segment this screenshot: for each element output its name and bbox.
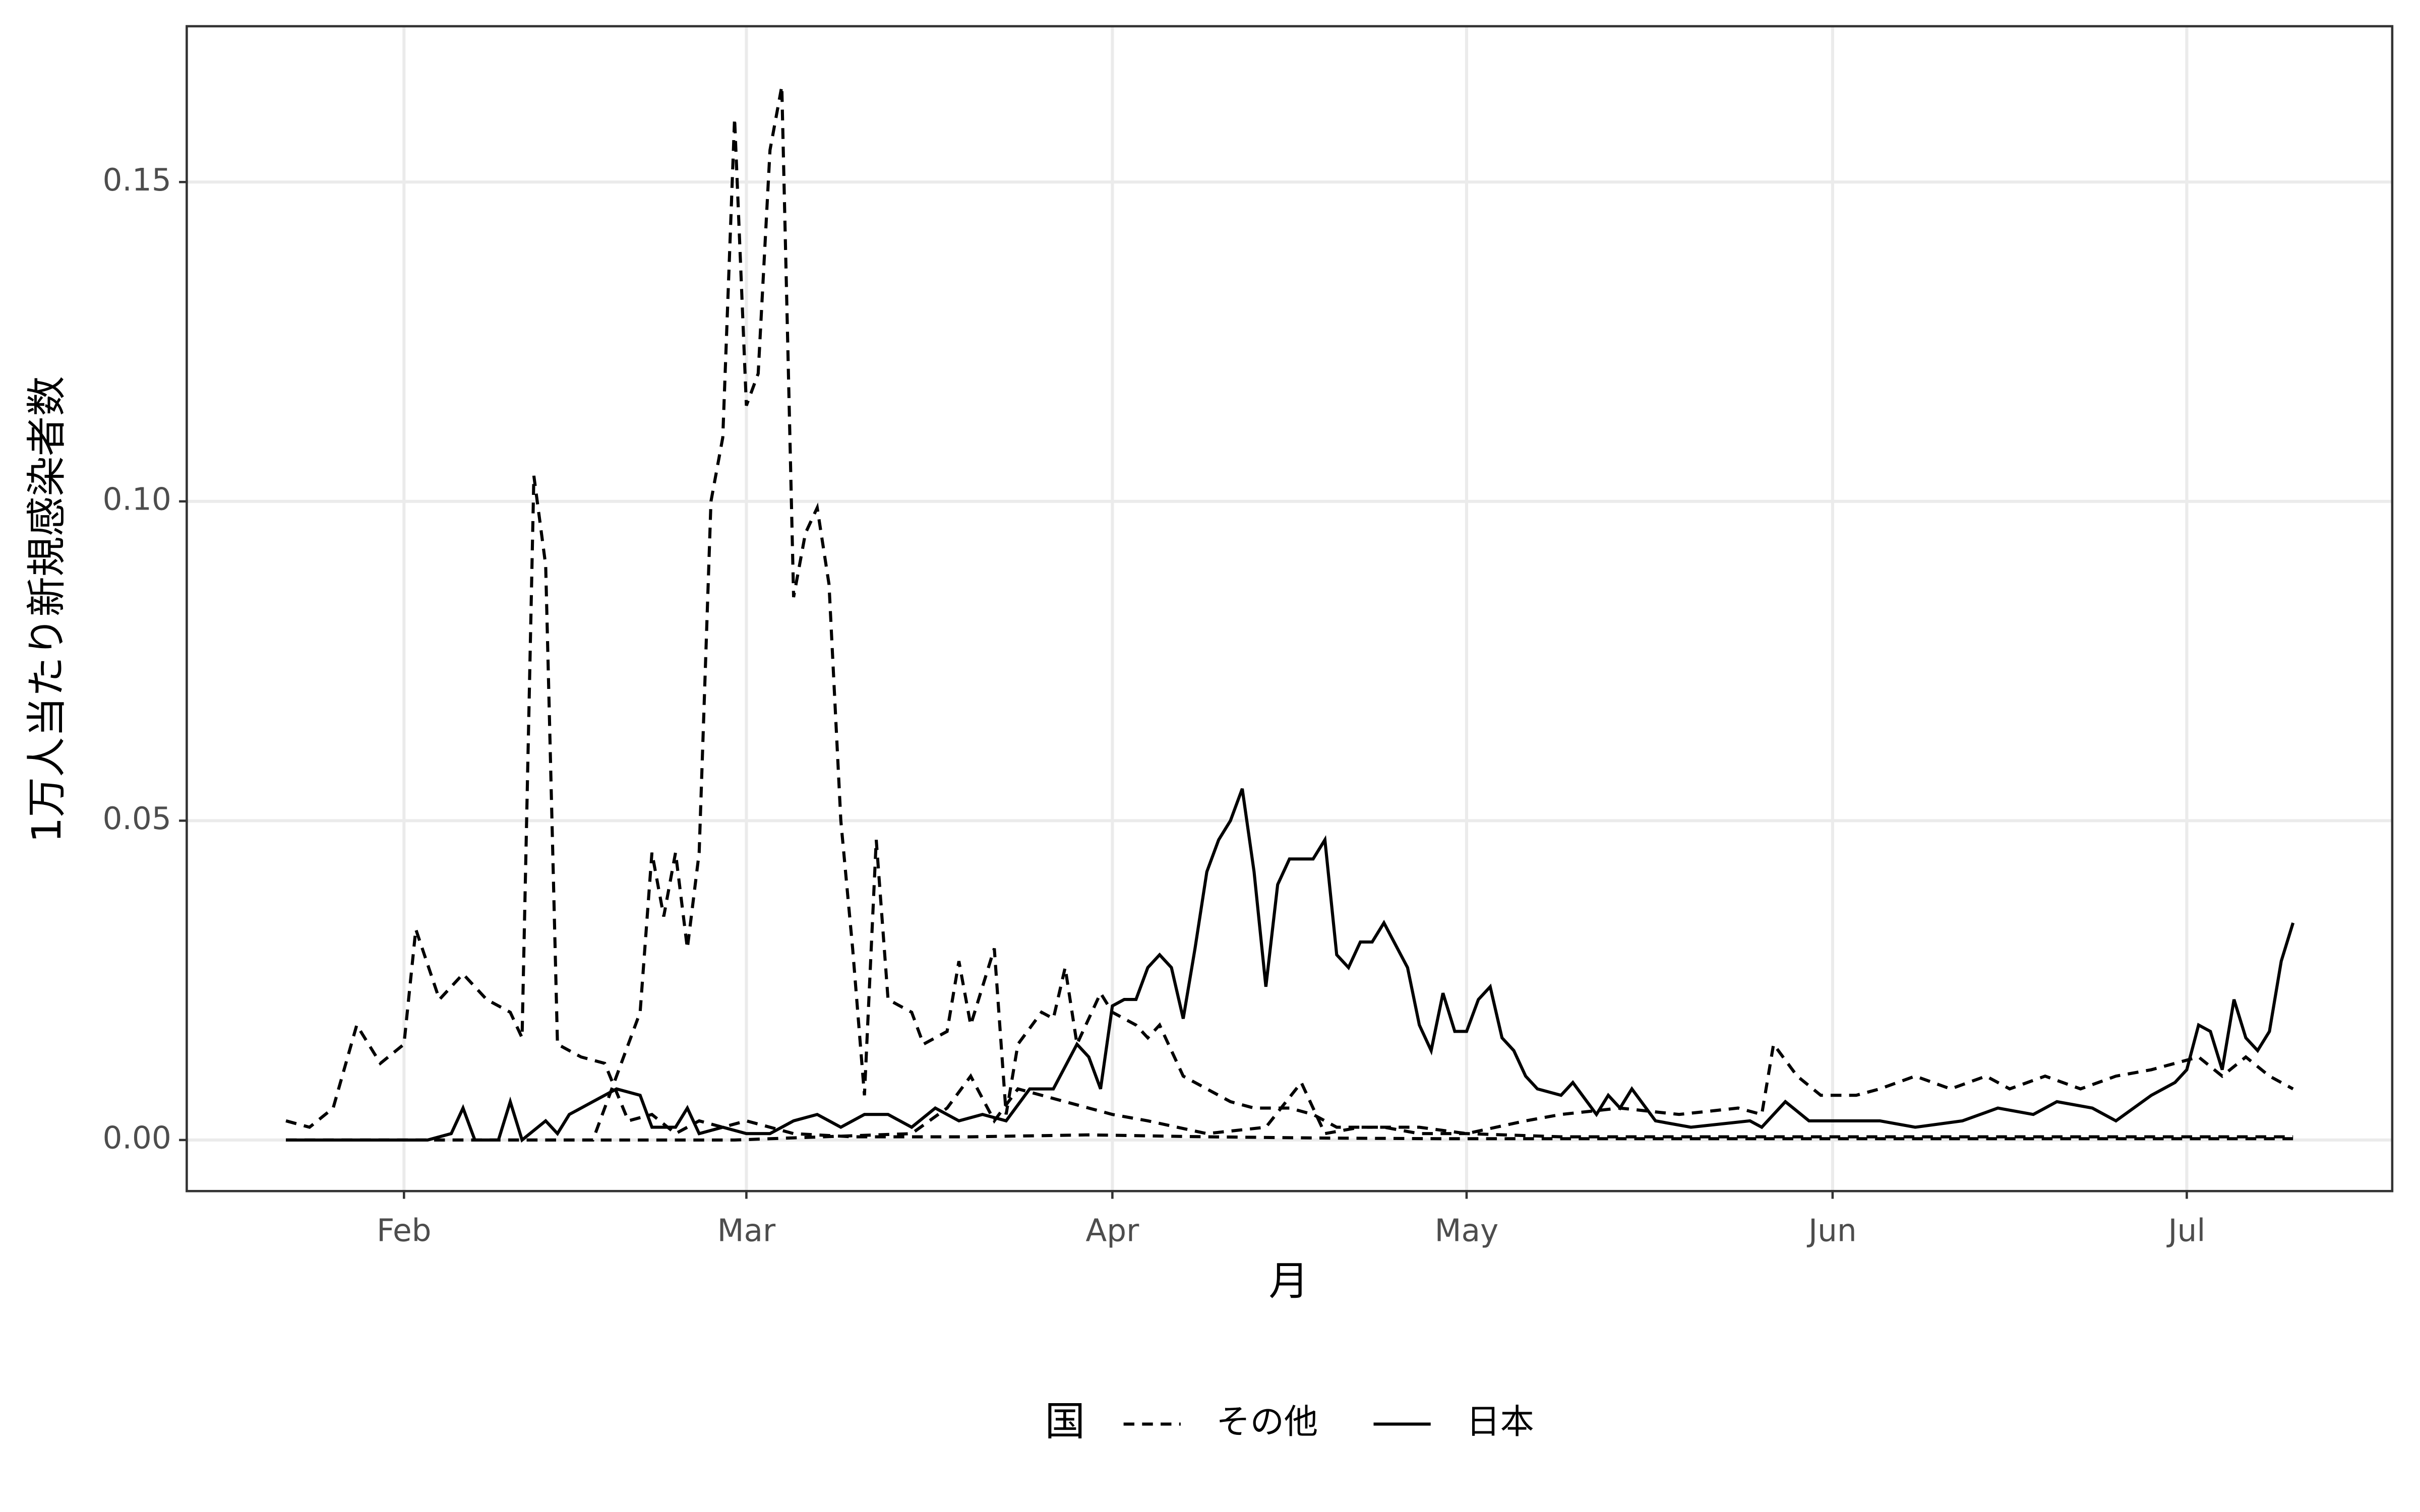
x-tick-label: Mar	[717, 1213, 776, 1249]
y-tick-label: 0.00	[102, 1120, 171, 1156]
x-tick-label: Jul	[2166, 1213, 2205, 1249]
line	[286, 1040, 2294, 1142]
x-tick-label: Apr	[1085, 1213, 1139, 1249]
line	[286, 788, 2295, 1143]
y-tick-label: 0.10	[102, 481, 171, 517]
y-tick-label: 0.05	[102, 801, 171, 837]
x-tick-label: Jun	[1806, 1213, 1857, 1249]
plot-border	[186, 25, 2394, 1192]
line	[285, 475, 2293, 1141]
line	[286, 86, 2293, 1142]
y-tick-label: 0.15	[102, 162, 171, 198]
y-axis-title: 1万人当たり新規感染者数	[23, 376, 70, 843]
x-tick-label: May	[1435, 1213, 1499, 1249]
legend-title: 国	[1045, 1398, 1085, 1444]
legend-label: その他	[1216, 1402, 1318, 1441]
x-tick-label: Feb	[377, 1213, 431, 1249]
legend-label: 日本	[1466, 1402, 1534, 1441]
x-axis-title: 月	[1268, 1257, 1309, 1304]
